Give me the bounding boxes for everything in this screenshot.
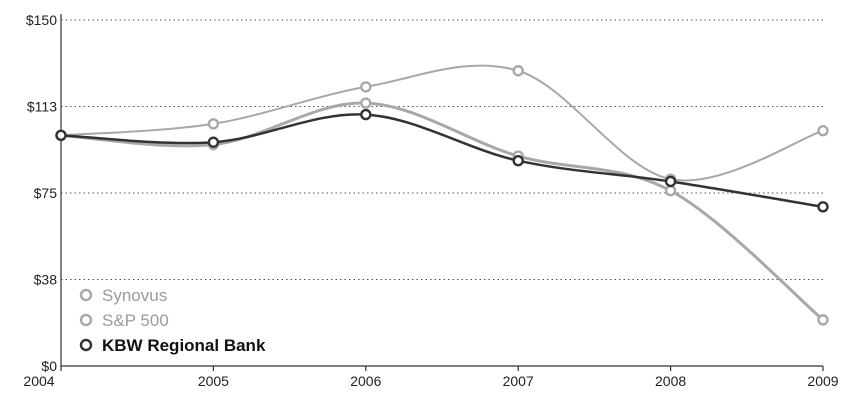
y-tick-label: $113	[27, 99, 57, 115]
data-point-synovus	[664, 184, 677, 197]
data-point-s-p-500	[360, 81, 372, 93]
y-tick-label: $0	[41, 358, 57, 374]
series-line-s-p-500	[60, 64, 824, 182]
grid-layer	[61, 19, 823, 280]
data-point-kbw-regional-bank	[512, 155, 524, 167]
data-point-kbw-regional-bank	[664, 175, 677, 188]
y-tick-label: $38	[34, 272, 58, 288]
axis-layer: $0 $38 $75 $113 $150 2004 2005 2006 2007 2008 2009	[23, 12, 838, 389]
data-point-kbw-regional-bank	[55, 129, 67, 142]
series-layer	[55, 64, 829, 326]
legend-label-kbw-regional-bank: KBW Regional Bank	[102, 336, 266, 355]
data-point-kbw-regional-bank	[360, 108, 372, 121]
series-line-synovus	[59, 101, 825, 322]
data-point-s-p-500	[512, 65, 524, 77]
data-point-s-p-500	[817, 125, 829, 137]
x-tick-label: 2007	[503, 373, 534, 389]
x-tick-label: 2005	[198, 373, 229, 389]
legend-marker-synovus	[79, 288, 93, 302]
legend-marker-kbw-regional-bank	[79, 338, 93, 352]
x-tick-label: 2006	[350, 373, 381, 389]
legend-label-synovus: Synovus	[102, 286, 167, 305]
data-point-synovus	[817, 314, 829, 326]
legend: Synovus S&P 500 KBW Regional Bank	[79, 286, 266, 355]
x-tick-label: 2008	[655, 373, 686, 389]
data-point-kbw-regional-bank	[817, 201, 829, 213]
data-point-synovus	[360, 97, 372, 109]
data-point-kbw-regional-bank	[207, 136, 220, 148]
series-line-kbw-regional-bank	[59, 113, 825, 209]
legend-label-s-p-500: S&P 500	[102, 311, 169, 330]
x-tick-label: 2009	[807, 373, 838, 389]
data-point-s-p-500	[207, 118, 220, 130]
y-tick-label: $150	[26, 12, 57, 28]
x-tick-label: 2004	[23, 373, 54, 389]
y-tick-label: $75	[34, 185, 58, 201]
legend-marker-s-p-500	[79, 313, 93, 327]
